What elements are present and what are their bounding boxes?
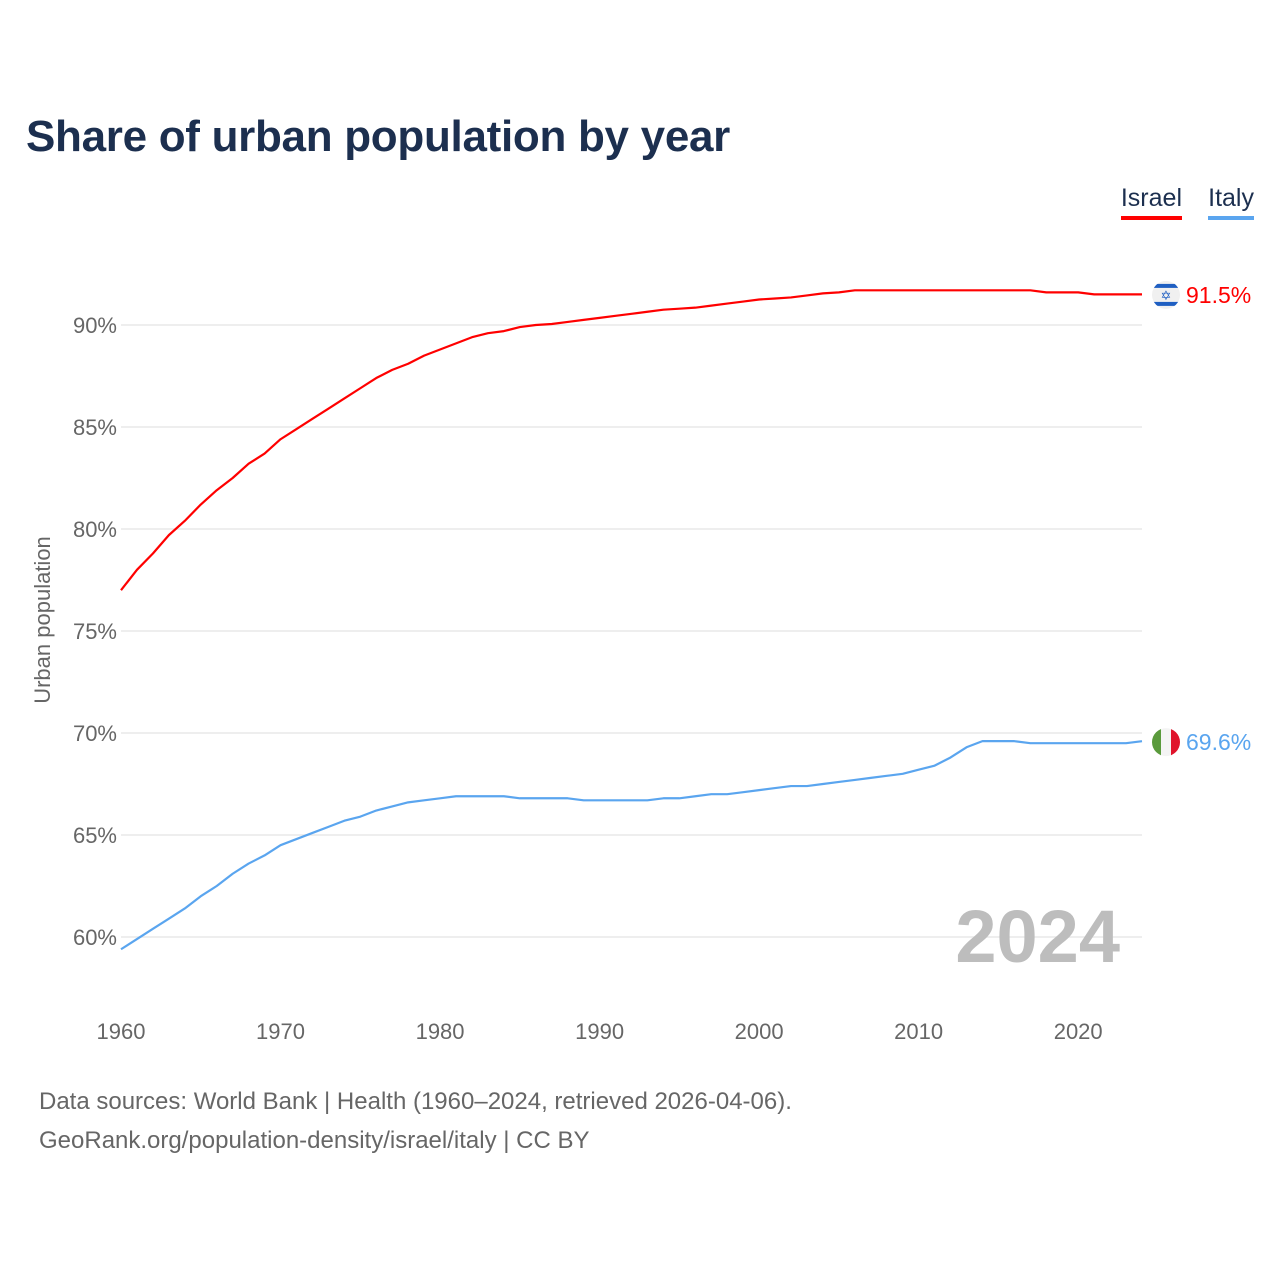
credit-link[interactable]: GeoRank.org/population-density/israel/it…	[39, 1127, 590, 1154]
series-line-italy	[120, 740, 1143, 951]
x-tick-label: 1970	[256, 1019, 305, 1044]
italy-flag-icon	[1152, 728, 1180, 757]
year-watermark: 2024	[955, 895, 1120, 978]
x-tick-label: 1990	[575, 1019, 624, 1044]
y-tick-label: 60%	[73, 925, 117, 950]
flag-stripe	[1161, 728, 1171, 757]
legend-item-israel[interactable]: Israel	[1120, 184, 1182, 220]
y-axis-label: Urban population	[30, 536, 55, 704]
y-tick-label: 80%	[73, 517, 117, 542]
end-value-label-italy: 69.6%	[1186, 729, 1251, 755]
flag-stripe	[1152, 301, 1180, 306]
x-tick-label: 2010	[894, 1019, 943, 1044]
star-of-david-icon: ✡	[1161, 289, 1172, 304]
end-value-label-israel: 91.5%	[1186, 282, 1251, 308]
israel-flag-icon: ✡	[1152, 280, 1180, 309]
x-tick-label: 1980	[416, 1019, 465, 1044]
flag-stripe	[1152, 728, 1161, 757]
flag-stripe	[1171, 728, 1180, 757]
y-tick-label: 65%	[73, 823, 117, 848]
series-line-israel	[120, 289, 1142, 591]
legend-item-italy[interactable]: Italy	[1208, 184, 1254, 220]
chart-title: Share of urban population by year	[26, 112, 730, 161]
y-tick-label: 75%	[73, 619, 117, 644]
y-tick-label: 85%	[73, 415, 117, 440]
data-sources-note: Data sources: World Bank | Health (1960–…	[39, 1088, 792, 1115]
flag-fill: ✡	[1152, 280, 1180, 309]
x-tick-label: 1960	[97, 1019, 146, 1044]
x-tick-label: 2000	[735, 1019, 784, 1044]
flag-fill	[1152, 728, 1180, 757]
flag-stripe	[1152, 283, 1180, 288]
x-tick-label: 2020	[1054, 1019, 1103, 1044]
y-tick-label: 90%	[73, 313, 117, 338]
y-tick-label: 70%	[73, 721, 117, 746]
